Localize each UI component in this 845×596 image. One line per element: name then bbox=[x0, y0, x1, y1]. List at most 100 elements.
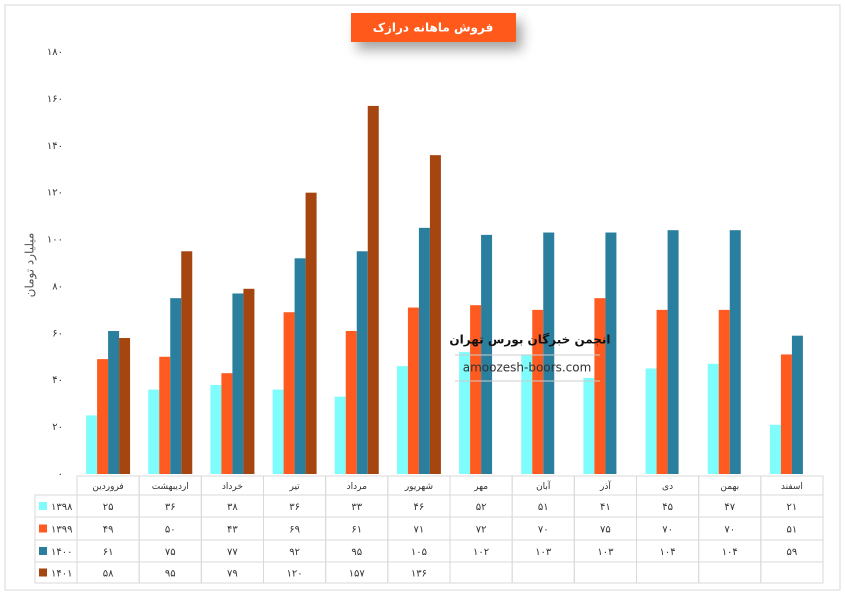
x-tick-label: آبان bbox=[536, 480, 551, 492]
bar bbox=[667, 230, 679, 474]
bar bbox=[707, 363, 719, 474]
table-value: ۶۹ bbox=[289, 525, 300, 536]
legend-swatch bbox=[39, 547, 47, 555]
x-tick-label: مهر bbox=[473, 482, 488, 492]
bar bbox=[232, 293, 244, 474]
table-value: ۳۸ bbox=[227, 502, 238, 513]
legend-label: ۱۳۹۸ bbox=[51, 502, 73, 513]
y-tick-label: ۱۴۰ bbox=[47, 141, 63, 152]
bar bbox=[210, 384, 222, 474]
bar bbox=[305, 192, 317, 474]
bar bbox=[769, 424, 781, 474]
x-tick-label: فروردین bbox=[92, 482, 123, 492]
table-value: ۷۵ bbox=[165, 547, 176, 558]
bar bbox=[656, 309, 668, 474]
table-value: ۴۹ bbox=[103, 525, 114, 536]
table-value: ۷۹ bbox=[227, 569, 238, 580]
table-value: ۳۶ bbox=[289, 502, 300, 513]
watermark: انجمن خبرگان بورس تهران amoozesh-boors.c… bbox=[449, 333, 611, 382]
x-tick-label: دی bbox=[662, 482, 673, 492]
bar bbox=[367, 105, 379, 474]
bar bbox=[356, 251, 368, 474]
bar bbox=[97, 359, 109, 474]
table-value: ۱۰۳ bbox=[597, 547, 614, 558]
bar bbox=[221, 373, 233, 474]
table-value: ۷۰ bbox=[662, 525, 673, 536]
bar bbox=[181, 251, 193, 474]
bar bbox=[86, 415, 98, 474]
table-value: ۷۷ bbox=[227, 547, 238, 558]
bar bbox=[294, 258, 306, 474]
bar bbox=[334, 396, 346, 474]
legend-swatch bbox=[39, 502, 47, 510]
table-value: ۱۲۰ bbox=[287, 569, 303, 580]
bar bbox=[470, 305, 482, 474]
table-value: ۹۵ bbox=[165, 569, 176, 580]
bar bbox=[791, 335, 803, 474]
bar bbox=[345, 330, 357, 474]
y-tick-label: ۰ bbox=[58, 469, 63, 480]
title-box bbox=[351, 13, 516, 42]
watermark-url: amoozesh-boors.com bbox=[463, 361, 592, 375]
table-value: ۳۳ bbox=[351, 502, 362, 513]
table-value: ۱۳۶ bbox=[411, 569, 427, 580]
table-value: ۲۵ bbox=[103, 502, 114, 513]
y-tick-label: ۶۰ bbox=[52, 328, 63, 339]
bar bbox=[583, 377, 595, 474]
table-value: ۱۰۴ bbox=[660, 547, 676, 558]
table-value: ۷۰ bbox=[724, 525, 735, 536]
bar bbox=[605, 232, 617, 474]
bar bbox=[396, 366, 408, 474]
bar bbox=[119, 338, 131, 474]
table-value: ۲۱ bbox=[787, 502, 798, 513]
x-tick-label: شهریور bbox=[404, 482, 433, 492]
bar bbox=[243, 288, 255, 474]
table-value: ۴۱ bbox=[600, 502, 611, 513]
bar bbox=[718, 309, 730, 474]
bar bbox=[481, 234, 493, 474]
legend-label: ۱۴۰۱ bbox=[51, 569, 72, 580]
table-value: ۱۰۴ bbox=[722, 547, 738, 558]
legend-swatch bbox=[39, 568, 47, 577]
table-value: ۴۳ bbox=[227, 525, 238, 536]
bar bbox=[170, 298, 182, 474]
legend-swatch bbox=[39, 524, 47, 533]
table-value: ۵۸ bbox=[103, 569, 114, 580]
bar bbox=[532, 309, 544, 474]
y-tick-label: ۱۲۰ bbox=[47, 188, 63, 199]
bar bbox=[418, 227, 430, 474]
table-value: ۴۶ bbox=[414, 502, 425, 513]
bar bbox=[521, 354, 533, 474]
x-tick-label: تیر bbox=[288, 482, 300, 492]
table-value: ۷۲ bbox=[476, 525, 487, 536]
table-value: ۴۷ bbox=[724, 502, 735, 513]
table-value: ۷۰ bbox=[538, 525, 549, 536]
x-tick-label: بهمن bbox=[720, 482, 739, 492]
x-tick-label: اسفند bbox=[781, 482, 803, 492]
table-value: ۳۶ bbox=[165, 502, 176, 513]
table-value: ۹۲ bbox=[289, 547, 300, 558]
table-value: ۵۰ bbox=[165, 525, 176, 536]
y-axis-label: میلیارد تومان bbox=[23, 233, 38, 298]
x-tick-label: اردیبهشت bbox=[152, 482, 189, 492]
table-value: ۱۰۵ bbox=[411, 547, 427, 558]
y-tick-label: ۱۰۰ bbox=[47, 235, 63, 246]
bar bbox=[429, 155, 441, 474]
watermark-text: انجمن خبرگان بورس تهران bbox=[449, 333, 610, 348]
y-tick-label: ۸۰ bbox=[52, 281, 63, 292]
legend-label: ۱۳۹۹ bbox=[51, 525, 72, 536]
bar bbox=[729, 230, 741, 474]
legend-label: ۱۴۰۰ bbox=[51, 547, 72, 558]
table-cell bbox=[760, 561, 824, 584]
table-value: ۵۲ bbox=[476, 502, 487, 513]
bar bbox=[272, 389, 284, 474]
chart-title: فروش ماهانه درازک bbox=[373, 21, 494, 36]
bar bbox=[594, 298, 606, 474]
table-value: ۷۵ bbox=[600, 525, 611, 536]
bar bbox=[407, 307, 419, 474]
bar bbox=[459, 352, 471, 474]
table-value: ۱۰۲ bbox=[473, 547, 489, 558]
bar bbox=[283, 312, 295, 474]
bar bbox=[148, 389, 160, 474]
table-value: ۱۰۳ bbox=[535, 547, 552, 558]
